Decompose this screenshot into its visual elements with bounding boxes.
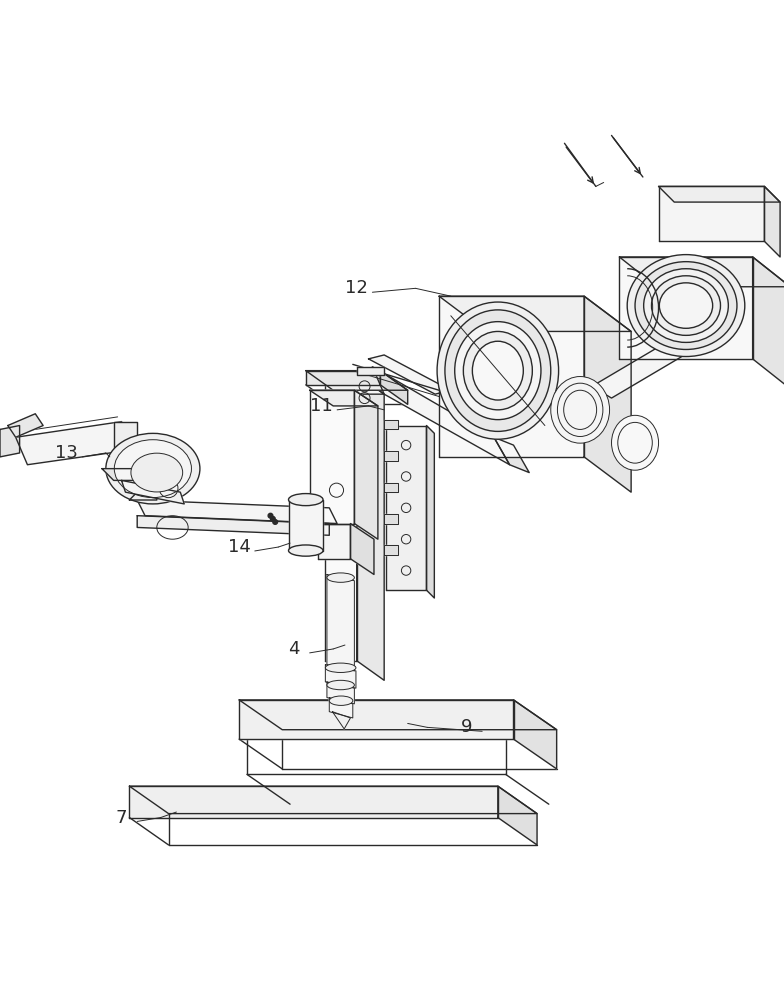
Polygon shape xyxy=(327,682,354,704)
Polygon shape xyxy=(384,451,398,461)
Ellipse shape xyxy=(325,663,356,672)
Polygon shape xyxy=(357,375,384,680)
Polygon shape xyxy=(372,367,510,465)
Polygon shape xyxy=(592,335,698,398)
Polygon shape xyxy=(329,698,353,718)
Polygon shape xyxy=(439,296,631,331)
Polygon shape xyxy=(129,786,537,814)
Polygon shape xyxy=(122,480,184,504)
Polygon shape xyxy=(129,492,157,500)
Text: 7: 7 xyxy=(116,809,127,827)
Text: 13: 13 xyxy=(55,444,78,462)
Text: 11: 11 xyxy=(310,397,333,415)
Ellipse shape xyxy=(463,331,532,410)
Polygon shape xyxy=(306,371,408,390)
Polygon shape xyxy=(310,390,354,524)
Polygon shape xyxy=(325,665,356,688)
Ellipse shape xyxy=(455,322,541,420)
Ellipse shape xyxy=(627,255,745,357)
Polygon shape xyxy=(384,483,398,492)
Ellipse shape xyxy=(635,262,737,349)
Polygon shape xyxy=(439,296,584,457)
Polygon shape xyxy=(764,186,780,257)
Ellipse shape xyxy=(618,422,652,463)
Ellipse shape xyxy=(557,383,603,436)
Polygon shape xyxy=(354,390,378,539)
Polygon shape xyxy=(386,426,426,590)
Polygon shape xyxy=(384,514,398,524)
Polygon shape xyxy=(498,786,537,845)
Polygon shape xyxy=(129,786,498,818)
Polygon shape xyxy=(350,524,374,574)
Polygon shape xyxy=(426,426,434,598)
Text: 14: 14 xyxy=(227,538,251,556)
Circle shape xyxy=(273,520,278,524)
Polygon shape xyxy=(659,186,764,241)
Polygon shape xyxy=(753,257,784,389)
Circle shape xyxy=(268,513,273,518)
Ellipse shape xyxy=(612,415,659,470)
Polygon shape xyxy=(325,375,384,394)
Polygon shape xyxy=(16,422,137,465)
Polygon shape xyxy=(384,545,398,555)
Polygon shape xyxy=(114,422,137,457)
Ellipse shape xyxy=(472,341,524,400)
Polygon shape xyxy=(8,414,43,437)
Polygon shape xyxy=(619,257,753,359)
Ellipse shape xyxy=(659,283,713,328)
Polygon shape xyxy=(289,500,323,551)
Ellipse shape xyxy=(564,390,597,429)
Text: 12: 12 xyxy=(345,279,368,297)
Ellipse shape xyxy=(329,696,353,705)
Ellipse shape xyxy=(106,433,200,504)
Polygon shape xyxy=(327,574,354,671)
Polygon shape xyxy=(368,355,451,394)
Polygon shape xyxy=(102,469,145,480)
Circle shape xyxy=(270,516,275,521)
Text: 4: 4 xyxy=(289,640,299,658)
Ellipse shape xyxy=(437,302,558,439)
Polygon shape xyxy=(332,712,350,729)
Polygon shape xyxy=(137,500,337,524)
Ellipse shape xyxy=(289,494,323,506)
Polygon shape xyxy=(357,367,384,375)
Polygon shape xyxy=(310,390,378,406)
Ellipse shape xyxy=(114,440,191,498)
Polygon shape xyxy=(619,257,784,287)
Polygon shape xyxy=(325,375,357,661)
Ellipse shape xyxy=(550,377,609,443)
Ellipse shape xyxy=(644,269,728,342)
Polygon shape xyxy=(384,420,398,429)
Polygon shape xyxy=(494,437,529,473)
Ellipse shape xyxy=(327,680,354,690)
Polygon shape xyxy=(514,700,557,769)
Polygon shape xyxy=(380,371,408,404)
Polygon shape xyxy=(0,426,20,457)
Ellipse shape xyxy=(289,545,323,556)
Ellipse shape xyxy=(445,310,550,431)
Ellipse shape xyxy=(327,573,354,582)
Polygon shape xyxy=(137,516,329,535)
Polygon shape xyxy=(239,700,557,730)
Ellipse shape xyxy=(131,453,183,492)
Text: 9: 9 xyxy=(461,718,472,736)
Polygon shape xyxy=(584,296,631,492)
Ellipse shape xyxy=(652,276,720,335)
Polygon shape xyxy=(306,371,380,385)
Polygon shape xyxy=(239,700,514,739)
Polygon shape xyxy=(659,186,780,202)
Polygon shape xyxy=(318,524,350,559)
